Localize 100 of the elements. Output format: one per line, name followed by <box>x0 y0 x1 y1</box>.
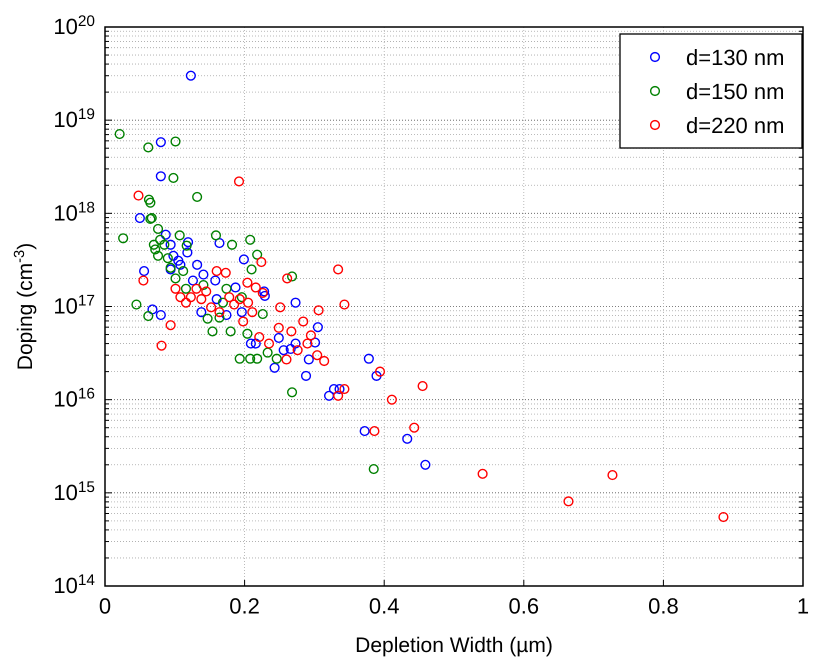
point <box>262 348 273 358</box>
point <box>290 338 301 349</box>
point <box>175 292 186 302</box>
point <box>409 422 420 433</box>
point <box>198 280 208 290</box>
point <box>152 224 164 234</box>
point <box>152 250 164 261</box>
point <box>166 240 176 250</box>
point <box>246 338 256 349</box>
x-tick-label: 1 <box>796 594 810 619</box>
point <box>386 394 397 405</box>
point <box>230 282 241 293</box>
point <box>286 326 296 336</box>
point <box>156 310 166 320</box>
point <box>168 172 178 183</box>
point <box>175 260 186 270</box>
point <box>312 322 323 332</box>
point <box>224 292 234 302</box>
point <box>214 312 225 323</box>
point <box>247 307 258 318</box>
point <box>180 298 192 308</box>
point <box>310 338 320 348</box>
point <box>252 250 262 260</box>
point <box>334 384 345 394</box>
point <box>143 310 154 322</box>
point <box>302 338 312 349</box>
point <box>252 354 262 364</box>
point <box>339 299 350 310</box>
point <box>234 354 245 364</box>
point <box>170 273 181 284</box>
point <box>270 362 280 373</box>
point <box>364 354 374 364</box>
point <box>192 260 202 270</box>
y-tick-label: 10$^{20}$ <box>53 12 95 40</box>
point <box>143 142 154 152</box>
point <box>339 384 350 394</box>
point <box>306 330 316 340</box>
point <box>286 344 296 354</box>
point <box>159 240 170 250</box>
point <box>369 426 380 436</box>
point <box>192 192 202 202</box>
point <box>168 250 178 261</box>
point <box>238 254 249 264</box>
point <box>264 338 274 349</box>
point <box>173 256 184 266</box>
y-tick-label: 10$^{19}$ <box>53 106 95 132</box>
point <box>134 212 145 224</box>
point <box>156 171 166 182</box>
point <box>246 264 257 274</box>
point <box>319 356 330 366</box>
point <box>275 302 286 312</box>
x-tick-label: 0 <box>98 594 112 619</box>
point <box>298 316 308 327</box>
point <box>145 198 156 208</box>
legend-label: d=150 nm <box>686 79 784 104</box>
point <box>170 136 181 147</box>
point <box>333 390 344 401</box>
point <box>131 299 142 310</box>
point <box>207 326 218 336</box>
point <box>180 284 192 294</box>
y-tick-label: 10$^{17}$ <box>53 292 95 319</box>
point <box>245 234 256 245</box>
point <box>147 304 158 314</box>
point <box>139 266 150 276</box>
point <box>418 380 428 392</box>
point <box>250 338 261 349</box>
point <box>304 354 314 365</box>
point <box>133 190 144 201</box>
point <box>188 275 198 286</box>
y-tick-label: 10$^{18}$ <box>53 198 95 226</box>
point <box>258 308 268 320</box>
point <box>155 234 166 245</box>
point <box>118 233 128 244</box>
point <box>243 298 254 308</box>
point <box>360 426 370 436</box>
point <box>218 298 228 308</box>
point <box>402 434 412 444</box>
point <box>221 310 232 320</box>
point <box>238 316 248 327</box>
point <box>156 137 166 148</box>
point <box>250 282 261 293</box>
point <box>290 298 301 308</box>
point <box>214 238 225 248</box>
point <box>210 230 222 240</box>
point <box>718 512 728 522</box>
point <box>234 176 244 186</box>
y-tick-label: 10$^{16}$ <box>53 385 95 412</box>
point <box>156 340 167 351</box>
x-tick-label: 0.4 <box>368 594 400 619</box>
legend-label: d=220 nm <box>686 113 784 138</box>
point <box>162 253 173 264</box>
point <box>212 266 222 276</box>
point <box>221 284 232 294</box>
point <box>242 328 252 339</box>
point <box>186 292 196 302</box>
point <box>242 278 252 288</box>
point <box>196 307 206 318</box>
point <box>281 354 292 365</box>
point <box>182 247 192 258</box>
point <box>272 354 282 364</box>
